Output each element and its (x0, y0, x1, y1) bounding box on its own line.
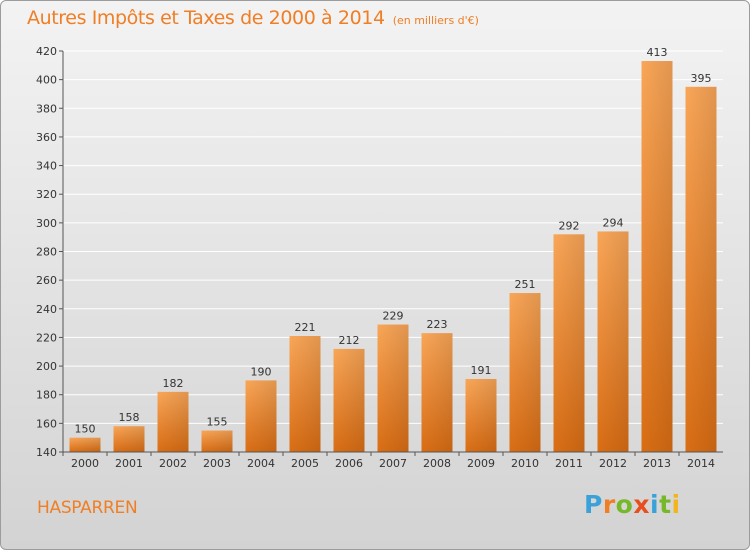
y-tick-label: 400 (36, 74, 57, 87)
data-label: 191 (471, 364, 492, 377)
logo-letter: P (584, 490, 603, 519)
data-label: 294 (603, 216, 624, 229)
logo-letter: o (615, 490, 634, 519)
data-label: 229 (383, 310, 404, 323)
data-label: 292 (559, 219, 580, 232)
y-tick-label: 200 (36, 360, 57, 373)
logo-letter: r (602, 490, 616, 519)
x-tick-label: 2012 (599, 457, 627, 470)
x-tick-label: 2001 (115, 457, 143, 470)
x-tick-label: 2007 (379, 457, 407, 470)
bar-shade (157, 391, 189, 452)
data-label: 190 (251, 365, 272, 378)
data-label: 223 (427, 318, 448, 331)
y-tick-label: 220 (36, 331, 57, 344)
bar-shade (69, 437, 101, 452)
data-label: 251 (515, 278, 536, 291)
x-tick-label: 2014 (687, 457, 715, 470)
data-label: 182 (163, 377, 184, 390)
y-tick-label: 180 (36, 389, 57, 402)
bar-shade (201, 430, 233, 452)
x-tick-label: 2003 (203, 457, 231, 470)
title-text: Autres Impôts et Taxes de 2000 à 2014 (27, 7, 385, 29)
logo-letter: i (650, 490, 660, 519)
logo-letter: x (633, 490, 650, 519)
logo-letter: t (659, 490, 672, 519)
y-tick-label: 360 (36, 131, 57, 144)
data-label: 413 (647, 46, 668, 59)
bar-shade (597, 231, 629, 452)
data-label: 395 (691, 72, 712, 85)
bar-shade (553, 234, 585, 452)
bar-shade (685, 86, 717, 452)
proxiti-logo: Proxiti (584, 490, 681, 519)
x-tick-label: 2004 (247, 457, 275, 470)
bar-shade (509, 293, 541, 452)
bar-shade (113, 426, 145, 452)
y-tick-label: 140 (36, 446, 57, 459)
x-tick-label: 2013 (643, 457, 671, 470)
y-tick-label: 160 (36, 417, 57, 430)
bar-shade (377, 324, 409, 452)
y-tick-label: 240 (36, 303, 57, 316)
y-tick-label: 320 (36, 188, 57, 201)
data-label: 158 (119, 411, 140, 424)
data-label: 150 (75, 423, 96, 436)
x-tick-label: 2002 (159, 457, 187, 470)
data-label: 221 (295, 321, 316, 334)
bar-shade (333, 348, 365, 452)
bar-shade (465, 378, 497, 452)
y-tick-label: 380 (36, 102, 57, 115)
bar-shade (245, 380, 277, 452)
x-tick-label: 2008 (423, 457, 451, 470)
bar-shade (289, 335, 321, 452)
x-tick-label: 2005 (291, 457, 319, 470)
y-tick-label: 340 (36, 160, 57, 173)
x-tick-label: 2009 (467, 457, 495, 470)
x-tick-label: 2010 (511, 457, 539, 470)
data-label: 212 (339, 334, 360, 347)
commune-name: HASPARREN (37, 498, 138, 518)
data-label: 155 (207, 416, 228, 429)
title-unit: (en milliers d'€) (392, 14, 479, 27)
y-tick-label: 300 (36, 217, 57, 230)
y-tick-label: 260 (36, 274, 57, 287)
bar-shade (421, 333, 453, 452)
chart-title: Autres Impôts et Taxes de 2000 à 2014 (en… (27, 7, 479, 29)
bar-shade (641, 61, 673, 453)
x-tick-label: 2000 (71, 457, 99, 470)
x-tick-label: 2011 (555, 457, 583, 470)
y-tick-label: 280 (36, 246, 57, 259)
x-tick-label: 2006 (335, 457, 363, 470)
y-tick-label: 420 (36, 45, 57, 58)
logo-letter: i (671, 490, 681, 519)
